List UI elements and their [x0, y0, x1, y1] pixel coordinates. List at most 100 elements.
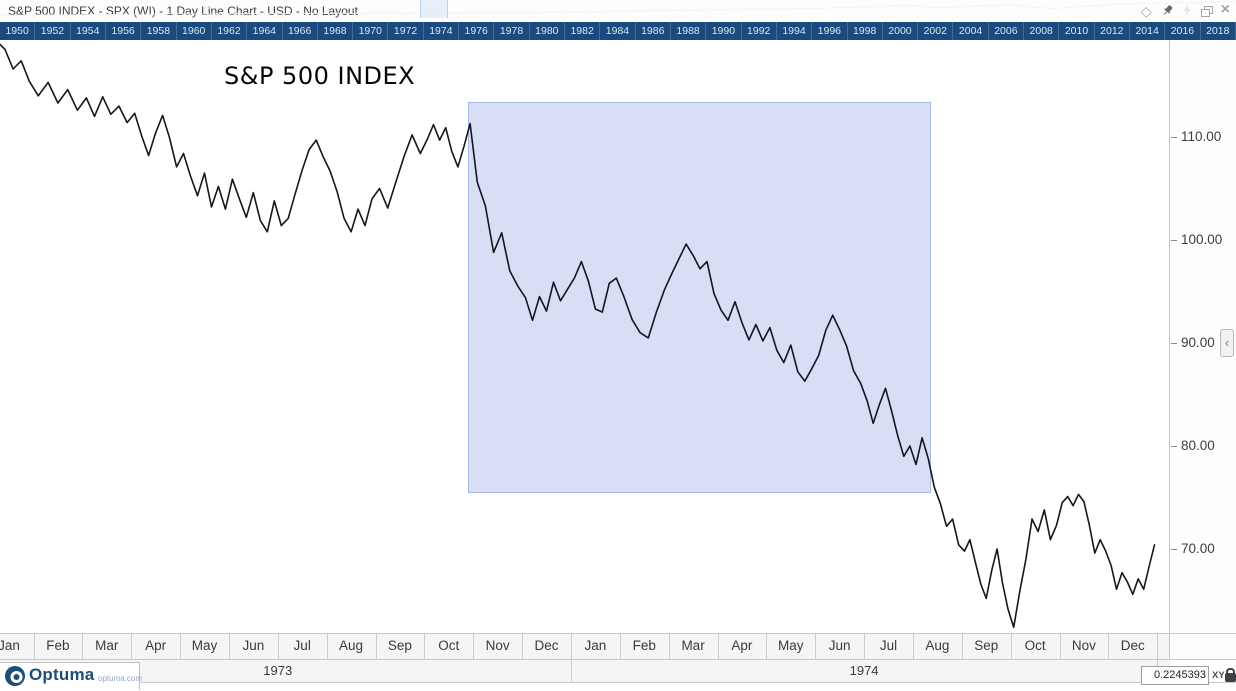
month-separator — [131, 633, 133, 659]
price-axis-label: 90.00 — [1181, 335, 1215, 350]
month-label: Aug — [339, 638, 364, 653]
month-separator — [180, 633, 181, 659]
timeline-year-1994[interactable]: 1994 — [777, 22, 813, 40]
timeline-year-2014[interactable]: 2014 — [1130, 22, 1166, 40]
month-label: Nov — [485, 638, 510, 653]
timeline-year-1958[interactable]: 1958 — [141, 22, 177, 40]
timeline-year-2016[interactable]: 2016 — [1165, 22, 1201, 40]
price-axis-label: 110.00 — [1181, 129, 1222, 144]
timeline-year-2010[interactable]: 2010 — [1059, 22, 1095, 40]
date-axis-months[interactable]: Jan Feb Mar Apr May Jun Jul Aug Sep Oct Nov Dec Jan F… — [0, 633, 1236, 659]
timeline-viewport-handle[interactable] — [420, 0, 448, 18]
flash-icon[interactable] — [1183, 4, 1192, 18]
optuma-logo-icon — [5, 666, 25, 686]
lock-icon[interactable] — [1225, 668, 1236, 682]
month-separator — [766, 633, 768, 659]
price-axis-tick — [1171, 239, 1177, 241]
timeline-year-1976[interactable]: 1976 — [459, 22, 495, 40]
timeline-year-2000[interactable]: 2000 — [883, 22, 919, 40]
timeline-year-1978[interactable]: 1978 — [494, 22, 530, 40]
price-axis-tick — [1171, 548, 1177, 550]
timeline-year-1966[interactable]: 1966 — [283, 22, 318, 40]
selection-box[interactable] — [468, 102, 931, 493]
status-value-box[interactable]: 0.2245393 — [1141, 666, 1209, 685]
timeline-year-1974[interactable]: 1974 — [424, 22, 460, 40]
price-axis[interactable]: 110.00 100.00 90.00 80.00 70.00 — [1169, 40, 1236, 659]
month-separator — [1010, 633, 1012, 659]
price-axis-tick — [1171, 342, 1177, 344]
timeline-year-1988[interactable]: 1988 — [671, 22, 707, 40]
month-separator — [33, 633, 35, 659]
pin-icon[interactable] — [1161, 4, 1174, 19]
month-separator — [717, 633, 719, 659]
timeline-year-1968[interactable]: 1968 — [318, 22, 354, 40]
diamond-icon[interactable]: ◇ — [1140, 3, 1152, 19]
price-axis-label: 100.00 — [1181, 232, 1223, 247]
timeline-year-2004[interactable]: 2004 — [953, 22, 989, 40]
month-label: Apr — [145, 638, 167, 653]
axis-mode-label[interactable]: XY — [1212, 670, 1225, 681]
timeline-year-1980[interactable]: 1980 — [530, 22, 565, 40]
divider — [0, 682, 1236, 683]
timeline-year-1990[interactable]: 1990 — [706, 22, 742, 40]
month-separator — [570, 633, 572, 659]
month-separator — [1059, 633, 1061, 659]
timeline-year-1952[interactable]: 1952 — [35, 22, 71, 40]
month-label: Feb — [632, 638, 656, 653]
timeline-year-1996[interactable]: 1996 — [812, 22, 848, 40]
timeline-year-1964[interactable]: 1964 — [247, 22, 283, 40]
price-axis-tick — [1171, 136, 1177, 138]
month-separator — [228, 633, 230, 659]
optuma-logo: Optuma optuma.com — [0, 662, 143, 690]
timeline-year-1972[interactable]: 1972 — [388, 22, 424, 40]
collapse-panel-button[interactable]: ‹ — [1220, 329, 1234, 357]
year-separator — [570, 659, 572, 682]
month-label: Jun — [828, 638, 851, 653]
timeline-year-1986[interactable]: 1986 — [636, 22, 671, 40]
timeline-year-1984[interactable]: 1984 — [600, 22, 636, 40]
month-separator — [1108, 633, 1110, 659]
timeline-year-1992[interactable]: 1992 — [742, 22, 777, 40]
close-icon[interactable]: × — [1220, 1, 1230, 18]
month-label: Sep — [974, 638, 999, 653]
timeline-year-1956[interactable]: 1956 — [106, 22, 142, 40]
month-separator — [473, 633, 475, 659]
timeline-year-1954[interactable]: 1954 — [71, 22, 106, 40]
month-row-background — [0, 633, 1169, 659]
divider — [0, 659, 1236, 660]
timeline-year-2018[interactable]: 2018 — [1201, 22, 1236, 40]
brand-url: optuma.com — [98, 674, 143, 683]
date-axis-years[interactable]: 1973 1974 — [0, 659, 1236, 682]
chart-title[interactable]: S&P 500 INDEX — [224, 62, 416, 90]
timeline-scrollbar[interactable]: 1950 1952 1954 1956 1958 1960 1962 1964 1966 1968… — [0, 22, 1236, 40]
chart-canvas[interactable]: S&P 500 INDEX — [0, 40, 1169, 633]
month-label: May — [778, 638, 804, 653]
timeline-year-1962[interactable]: 1962 — [212, 22, 248, 40]
timeline-year-1960[interactable]: 1960 — [177, 22, 212, 40]
month-label: Nov — [1071, 638, 1096, 653]
month-separator — [277, 633, 279, 659]
month-separator — [375, 633, 377, 659]
timeline-year-2012[interactable]: 2012 — [1095, 22, 1130, 40]
month-label: Dec — [1120, 638, 1145, 653]
timeline-year-2008[interactable]: 2008 — [1024, 22, 1060, 40]
timeline-year-1998[interactable]: 1998 — [848, 22, 883, 40]
month-separator — [619, 633, 621, 659]
window-title: S&P 500 INDEX - SPX (WI) - 1 Day Line Ch… — [8, 4, 358, 18]
timeline-year-1970[interactable]: 1970 — [353, 22, 389, 40]
month-separator — [864, 633, 866, 659]
month-label: Jun — [242, 638, 265, 653]
month-label: Apr — [731, 638, 753, 653]
timeline-year-2002[interactable]: 2002 — [918, 22, 954, 40]
brand-name: Optuma — [29, 665, 95, 684]
month-label: Mar — [95, 638, 119, 653]
restore-window-icon[interactable] — [1200, 6, 1213, 17]
month-separator — [1157, 633, 1159, 659]
divider — [0, 633, 1236, 634]
price-axis-tick — [1171, 445, 1177, 447]
timeline-year-2006[interactable]: 2006 — [989, 22, 1025, 40]
month-label: Jul — [293, 638, 311, 653]
timeline-year-1950[interactable]: 1950 — [0, 22, 36, 40]
timeline-year-1982[interactable]: 1982 — [565, 22, 601, 40]
